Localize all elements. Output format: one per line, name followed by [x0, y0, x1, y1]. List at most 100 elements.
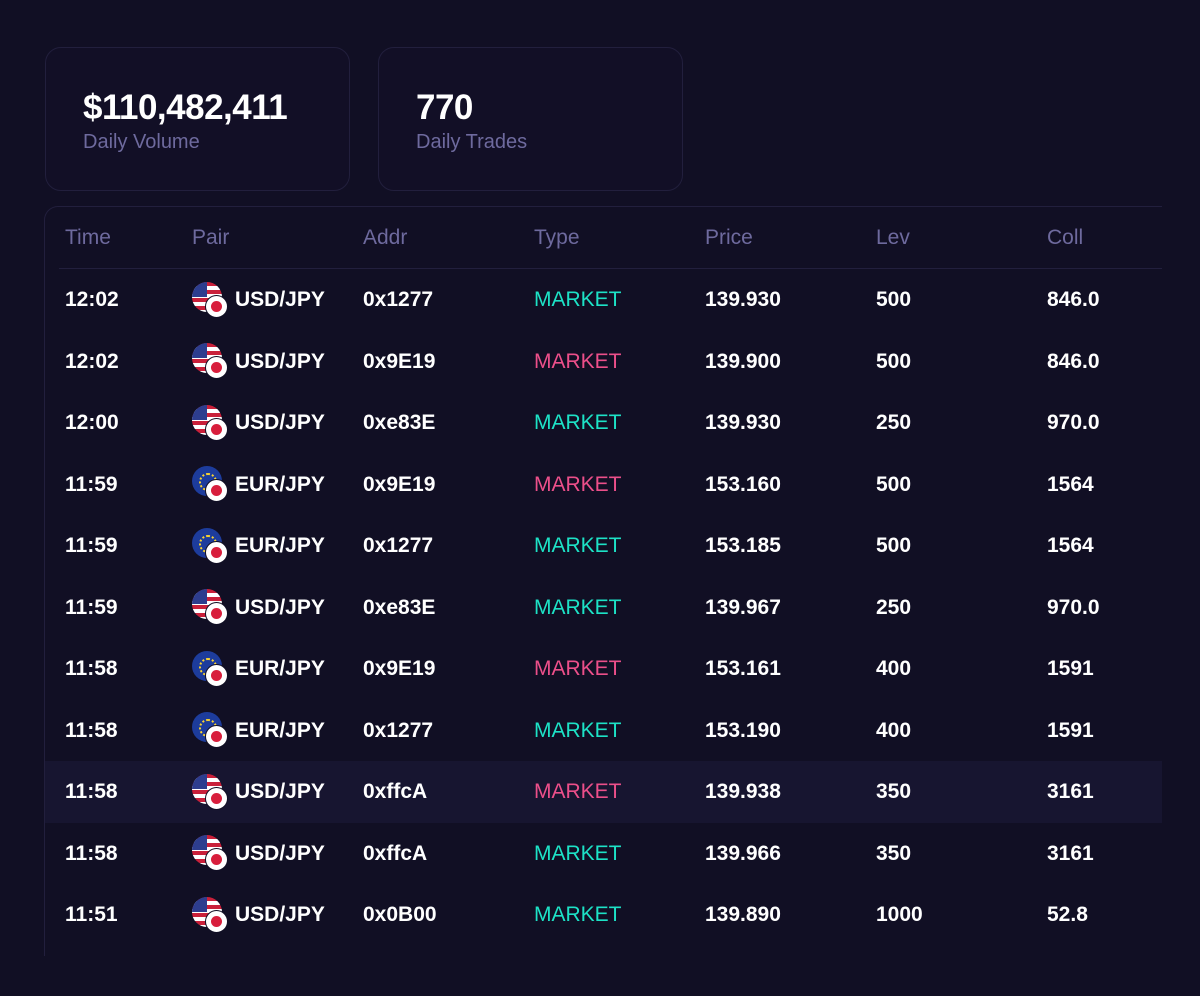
lev-cell-text: 500	[876, 534, 912, 557]
table-row[interactable]: 11:58 EUR/JPY 0x9E19 MARKET 153.161 400 1591	[45, 638, 1162, 700]
type-cell: MARKET	[534, 515, 622, 577]
type-cell-text: MARKET	[534, 595, 622, 619]
daily-trades-label: Daily Trades	[416, 131, 528, 153]
price-cell-text: 153.190	[705, 718, 781, 742]
lev-cell: 500	[876, 331, 911, 393]
price-cell: 139.967	[705, 577, 781, 639]
time-cell: 11:58	[65, 638, 118, 700]
daily-volume-card: $110,482,411 Daily Volume	[45, 47, 350, 191]
addr-cell: 0x1277	[363, 515, 433, 577]
type-cell: MARKET	[534, 700, 622, 762]
coll-cell: 970.0	[1047, 577, 1100, 639]
daily-trades-value: 770	[416, 88, 473, 127]
addr-cell: 0xffcA	[363, 761, 427, 823]
time-cell: 11:59	[65, 454, 118, 516]
type-cell: MARKET	[534, 577, 622, 639]
price-cell-text: 153.160	[705, 472, 781, 496]
price-cell: 139.900	[705, 331, 781, 393]
lev-cell-text: 250	[876, 595, 912, 619]
pair-cell: EUR/JPY	[192, 700, 325, 762]
lev-cell: 500	[876, 269, 911, 331]
column-header-time: Time	[65, 226, 111, 249]
lev-cell-text: 350	[876, 780, 912, 803]
coll-cell: 3161	[1047, 761, 1094, 823]
pair-cell: EUR/JPY	[192, 638, 325, 700]
jp-flag-icon	[205, 663, 228, 687]
lev-cell: 250	[876, 392, 911, 454]
time-cell-text: 12:02	[65, 349, 119, 373]
price-cell: 139.938	[705, 761, 781, 823]
addr-cell-text: 0x9E19	[363, 349, 436, 373]
column-header-type: Type	[534, 226, 580, 249]
table-row[interactable]: 11:58 EUR/JPY 0x1277 MARKET 153.190 400 1591	[45, 700, 1162, 762]
column-header-addr: Addr	[363, 226, 408, 249]
lev-cell: 400	[876, 638, 911, 700]
type-cell-text: MARKET	[534, 534, 622, 557]
type-cell-text: MARKET	[534, 349, 622, 373]
pair-cell: USD/JPY	[192, 884, 325, 946]
lev-cell: 500	[876, 515, 911, 577]
currency-pair-flag-icon	[192, 466, 228, 503]
time-cell-text: 11:59	[65, 595, 118, 619]
type-cell-text: MARKET	[534, 472, 622, 496]
time-cell-text: 11:59	[65, 472, 118, 496]
currency-pair-flag-icon	[192, 773, 228, 810]
currency-pair-flag-icon	[192, 589, 228, 626]
pair-cell: USD/JPY	[192, 331, 325, 393]
coll-cell-text: 3161	[1047, 780, 1094, 803]
type-cell: MARKET	[534, 392, 622, 454]
addr-cell: 0x9E19	[363, 331, 435, 393]
type-cell-text: MARKET	[534, 411, 622, 434]
jp-flag-icon	[205, 417, 228, 441]
coll-cell-text: 1591	[1047, 718, 1094, 742]
addr-cell-text: 0xffcA	[363, 780, 428, 803]
price-cell: 139.930	[705, 269, 781, 331]
column-header-pair: Pair	[192, 226, 230, 249]
type-cell: MARKET	[534, 331, 622, 393]
type-cell-text: MARKET	[534, 718, 622, 742]
coll-cell-text: 3161	[1047, 841, 1094, 865]
price-cell: 153.161	[705, 638, 781, 700]
currency-pair-flag-icon	[192, 896, 228, 933]
coll-cell: 52.8	[1047, 884, 1088, 946]
pair-text: EUR/JPY	[235, 657, 325, 680]
price-cell: 139.966	[705, 823, 781, 885]
type-cell-text: MARKET	[534, 841, 622, 865]
price-cell: 153.160	[705, 454, 781, 516]
table-row[interactable]: 12:00 USD/JPY 0xe83E MARKET 139.930 250 970.0	[45, 392, 1162, 454]
time-cell: 12:02	[65, 331, 119, 393]
lev-cell-text: 400	[876, 718, 912, 742]
table-row[interactable]: 11:58 USD/JPY 0xffcA MARKET 139.966 350 3161	[45, 823, 1162, 885]
table-row[interactable]: 11:59 USD/JPY 0xe83E MARKET 139.967 250 970.0	[45, 577, 1162, 639]
time-cell: 11:59	[65, 515, 118, 577]
pair-text: USD/JPY	[235, 841, 325, 865]
jp-flag-icon	[205, 909, 228, 933]
time-cell-text: 11:58	[65, 780, 118, 803]
table-row[interactable]: 12:02 USD/JPY 0x9E19 MARKET 139.900 500 846.0	[45, 331, 1162, 393]
coll-cell-text: 970.0	[1047, 595, 1100, 619]
pair-text: USD/JPY	[235, 411, 325, 434]
currency-pair-flag-icon	[192, 712, 228, 749]
table-row[interactable]: 11:51 USD/JPY 0x0B00 MARKET 139.890 1000 52.8	[45, 884, 1162, 946]
price-cell-text: 139.890	[705, 903, 781, 926]
coll-cell: 1564	[1047, 454, 1094, 516]
lev-cell: 350	[876, 823, 911, 885]
table-row[interactable]: 12:02 USD/JPY 0x1277 MARKET 139.930 500 846.0	[45, 269, 1162, 331]
table-row[interactable]: 11:59 EUR/JPY 0x9E19 MARKET 153.160 500 1564	[45, 454, 1162, 516]
price-cell: 153.190	[705, 700, 781, 762]
table-row[interactable]: 11:58 USD/JPY 0xffcA MARKET 139.938 350 3161	[45, 761, 1162, 823]
pair-text: EUR/JPY	[235, 472, 325, 496]
lev-cell: 1000	[876, 884, 923, 946]
pair-cell: USD/JPY	[192, 269, 325, 331]
coll-cell-text: 1564	[1047, 534, 1094, 557]
table-row[interactable]: 11:59 EUR/JPY 0x1277 MARKET 153.185 500 1564	[45, 515, 1162, 577]
lev-cell: 350	[876, 761, 911, 823]
addr-cell-text: 0xffcA	[363, 841, 428, 865]
pair-text: USD/JPY	[235, 349, 325, 373]
time-cell: 12:02	[65, 269, 119, 331]
addr-cell-text: 0x9E19	[363, 657, 436, 680]
coll-cell: 846.0	[1047, 331, 1100, 393]
table-body: 12:02 USD/JPY 0x1277 MARKET 139.930 500 846.0 1…	[45, 269, 1162, 946]
price-cell-text: 153.161	[705, 657, 781, 680]
pair-cell: USD/JPY	[192, 761, 325, 823]
